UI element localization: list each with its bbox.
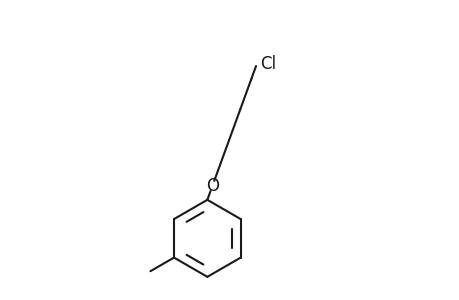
Text: O: O [206,177,218,195]
Text: Cl: Cl [259,55,275,73]
